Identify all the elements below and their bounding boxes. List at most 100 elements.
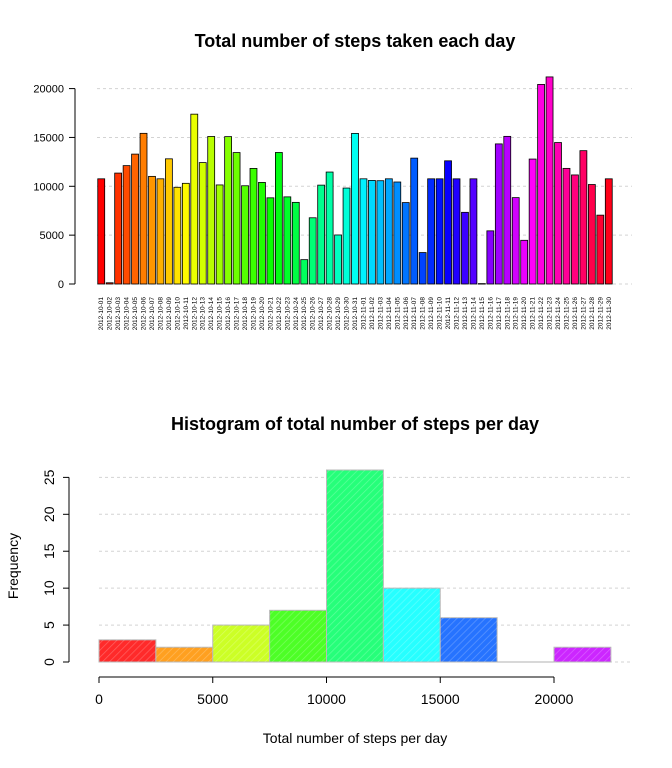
bar (207, 136, 216, 285)
bar (410, 157, 419, 285)
bar (452, 178, 461, 285)
x-tick-label: 2012-10-11 (183, 297, 190, 330)
bar (393, 181, 402, 285)
x-tick-label: 2012-10-02 (107, 297, 114, 331)
bar (418, 252, 427, 285)
bar (190, 113, 199, 285)
histogram-bar-hatch (155, 647, 213, 662)
bar (325, 171, 334, 285)
x-tick-label: 15000 (421, 691, 460, 707)
x-tick-label: 2012-11-10 (437, 297, 444, 330)
bar (181, 182, 190, 285)
x-tick-label: 2012-10-28 (327, 297, 334, 331)
bar (486, 230, 495, 285)
x-tick-label: 2012-10-25 (301, 297, 308, 331)
x-tick-label: 2012-10-09 (166, 297, 173, 331)
bar (215, 184, 224, 285)
bar (494, 143, 503, 285)
bar (224, 136, 232, 285)
x-tick-label: 2012-11-05 (394, 297, 401, 330)
x-tick-label: 2012-11-13 (462, 297, 469, 330)
x-tick-label: 2012-10-17 (234, 297, 241, 331)
x-tick-label: 2012-11-11 (445, 297, 452, 330)
bar (401, 202, 410, 285)
y-tick-label: 0 (58, 279, 64, 291)
x-tick-label: 2012-10-19 (250, 297, 257, 331)
x-tick-label: 2012-11-26 (572, 297, 579, 330)
y-axis-label: Frequency (5, 533, 21, 599)
x-tick-label: 2012-10-20 (259, 297, 266, 331)
bar (435, 178, 444, 285)
bar (520, 239, 529, 285)
x-tick-label: 2012-11-04 (386, 297, 393, 330)
bar (241, 185, 249, 285)
histogram-bar-hatch (383, 588, 441, 662)
x-tick-label: 2012-10-29 (335, 297, 342, 331)
bar (427, 178, 435, 285)
x-tick-label: 2012-10-24 (293, 297, 300, 331)
x-tick-label: 2012-11-09 (428, 297, 435, 330)
bar (537, 84, 545, 285)
x-tick-label: 2012-10-18 (242, 297, 249, 331)
x-tick-label: 2012-10-22 (276, 297, 283, 331)
chart-title: Histogram of total number of steps per d… (171, 414, 539, 434)
y-tick-label: 0 (41, 658, 57, 666)
x-tick-label: 2012-10-13 (200, 297, 207, 331)
x-tick-label: 2012-10-26 (310, 297, 317, 331)
bar (198, 162, 207, 285)
x-tick-label: 2012-11-16 (487, 297, 494, 330)
x-tick-label: 2012-10-06 (141, 297, 148, 331)
histogram-bars (98, 469, 612, 663)
bar (139, 132, 148, 285)
bar (249, 168, 258, 285)
x-tick-label: 20000 (535, 691, 574, 707)
bar (587, 184, 596, 285)
x-tick-label: 2012-10-07 (149, 297, 156, 331)
bar (105, 282, 114, 285)
x-tick-label: 2012-11-08 (420, 297, 427, 330)
x-tick-label: 2012-10-23 (284, 297, 291, 331)
bar (359, 178, 368, 285)
x-tick-label: 2012-10-03 (115, 297, 122, 331)
histogram-bar-hatch (212, 625, 270, 662)
x-tick-label: 2012-10-14 (208, 297, 215, 331)
x-axis: 0 5000 10000 15000 20000 (95, 676, 574, 707)
bar (384, 178, 393, 285)
x-tick-label: 5000 (197, 691, 228, 707)
bar (122, 165, 131, 285)
bar (97, 178, 106, 285)
x-tick-label: 2012-11-03 (377, 297, 384, 330)
y-axis: 0 5000 10000 15000 20000 (33, 84, 76, 291)
x-tick-label: 2012-10-04 (124, 297, 131, 331)
x-tick-label: 2012-11-06 (403, 297, 410, 330)
bar-series (97, 76, 613, 285)
y-tick-label: 20000 (33, 84, 64, 96)
bar (368, 180, 376, 285)
x-tick-label: 2012-10-05 (132, 297, 139, 331)
x-tick-label: 2012-11-23 (547, 297, 554, 330)
y-tick-label: 10000 (33, 181, 64, 193)
bar (562, 167, 571, 285)
bar (283, 196, 292, 285)
x-axis-label: Total number of steps per day (263, 730, 447, 746)
bar (511, 197, 520, 285)
histogram-bar-hatch (554, 647, 611, 662)
bar (258, 182, 266, 285)
bar (604, 178, 613, 285)
x-tick-label: 2012-11-30 (606, 297, 613, 330)
steps-histogram: Histogram of total number of steps per d… (5, 414, 632, 746)
bar (461, 211, 469, 285)
bar (351, 132, 359, 285)
x-tick-label: 2012-10-15 (217, 297, 224, 331)
x-tick-label: 2012-11-28 (589, 297, 596, 330)
x-tick-label: 2012-11-19 (513, 297, 520, 330)
bar (131, 153, 139, 285)
bar (528, 158, 537, 285)
bar (444, 160, 452, 285)
x-tick-label: 2012-11-18 (504, 297, 511, 330)
x-tick-label: 0 (95, 691, 103, 707)
x-axis-labels: 2012-10-01 2012-10-02 2012-10-03 2012-10-04… (98, 297, 613, 331)
histogram-bar-hatch (99, 639, 156, 662)
y-tick-label: 15000 (33, 132, 64, 144)
